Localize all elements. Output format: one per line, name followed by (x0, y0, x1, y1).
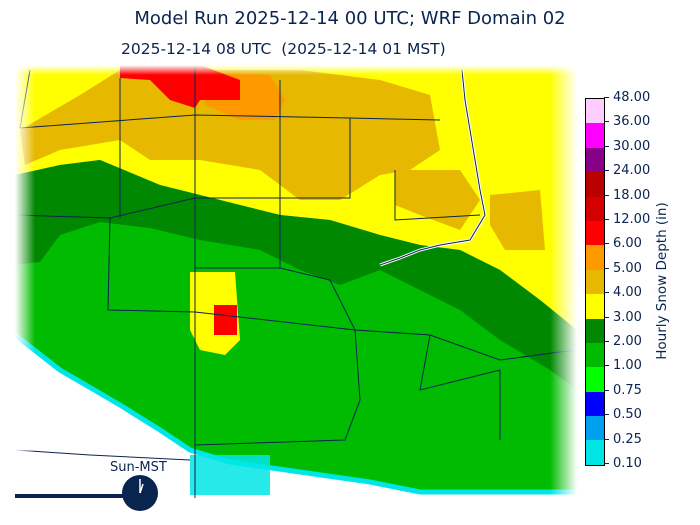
colorbar-swatch (586, 342, 604, 368)
colorbar-tick-label: 0.10 (604, 456, 642, 471)
field-4-5in (20, 70, 440, 200)
colorbar-tick-label: 4.00 (604, 285, 642, 300)
colorbar (585, 98, 605, 466)
colorbar-tick-label: 24.00 (604, 163, 650, 178)
colorbar-swatch (586, 416, 604, 441)
state-boundaries (15, 65, 576, 498)
colorbar-tick-label: 48.00 (604, 90, 650, 105)
colorbar-swatch (586, 294, 604, 319)
colorbar-label: Hourly Snow Depth (in) (654, 202, 670, 360)
colorbar-swatch (586, 196, 604, 221)
field-4-5in-east (395, 170, 480, 230)
valid-time-subtitle: 2025-12-14 08 UTC (2025-12-14 01 MST) (121, 40, 446, 58)
domain-fade-top (15, 65, 577, 75)
colorbar-tick-label: 30.00 (604, 139, 650, 154)
colorbar-swatch (586, 99, 604, 124)
field-2-3in-band (15, 160, 577, 390)
colorbar-tick-label: 2.00 (604, 334, 642, 349)
colorbar-tick-label: 6.00 (604, 236, 642, 251)
colorbar-swatch (586, 440, 604, 465)
figure-title: Model Run 2025-12-14 00 UTC; WRF Domain … (134, 8, 566, 29)
colorbar-swatch (586, 147, 604, 173)
clock-icon (122, 475, 158, 511)
time-progress-bar (15, 494, 125, 498)
colorbar-tick-label: 12.00 (604, 212, 650, 227)
clock-label: Sun-MST (110, 460, 167, 475)
field-4-5in-se (490, 190, 545, 250)
colorbar-tick-label: 36.00 (604, 114, 650, 129)
colorbar-swatch (586, 172, 604, 197)
colorbar-swatch (586, 391, 604, 417)
river-outline (379, 69, 486, 266)
colorbar-tick-label: 0.75 (604, 383, 642, 398)
domain-fade-left (15, 65, 35, 498)
colorbar-tick-label: 1.00 (604, 358, 642, 373)
colorbar-swatch (586, 123, 604, 148)
field-6-12in-center (214, 305, 237, 335)
colorbar-swatch (586, 245, 604, 270)
colorbar-tick-label: 5.00 (604, 261, 642, 276)
colorbar-tick-label: 0.50 (604, 407, 642, 422)
colorbar-tick-label: 3.00 (604, 310, 642, 325)
colorbar-swatch (586, 318, 604, 343)
domain-fade-right (550, 65, 577, 498)
colorbar-tick-label: 18.00 (604, 188, 650, 203)
colorbar-swatch (586, 220, 604, 246)
colorbar-swatch (586, 269, 604, 295)
field-6-12in-north (120, 65, 240, 108)
field-outside-white (15, 335, 577, 498)
colorbar-tick-label: 0.25 (604, 432, 642, 447)
colorbar-swatch (586, 367, 604, 392)
field-0.1in-patch (190, 455, 270, 495)
